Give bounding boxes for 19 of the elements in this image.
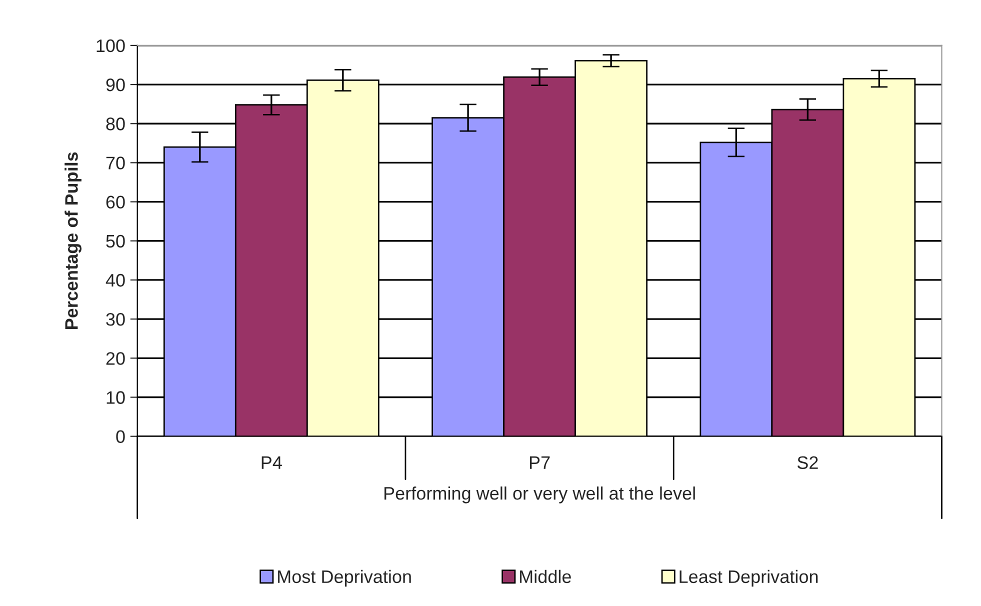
legend-label: Least Deprivation [680,570,818,587]
y-tick-label: 20 [106,352,125,365]
y-tick-label: 80 [106,118,125,130]
y-tick-label: 90 [106,78,125,92]
x-axis-title: Performing well or very well at the level [384,486,695,504]
y-axis-title: Percentage of Pupils [64,152,82,329]
x-tick-label: S2 [797,456,818,470]
legend-label: Most Deprivation [278,570,411,587]
x-tick-label: P7 [530,456,550,469]
y-tick-label: 0 [116,430,125,444]
y-tick-label: 40 [106,274,125,287]
legend-label: Middle [520,570,571,584]
x-tick-label: P4 [262,456,282,469]
y-tick-label: 70 [106,156,125,170]
y-tick-label: 60 [106,196,125,209]
y-tick-label: 30 [106,312,125,326]
y-tick-label: 100 [96,39,125,52]
y-tick-label: 50 [106,234,125,248]
y-tick-label: 10 [106,391,125,404]
